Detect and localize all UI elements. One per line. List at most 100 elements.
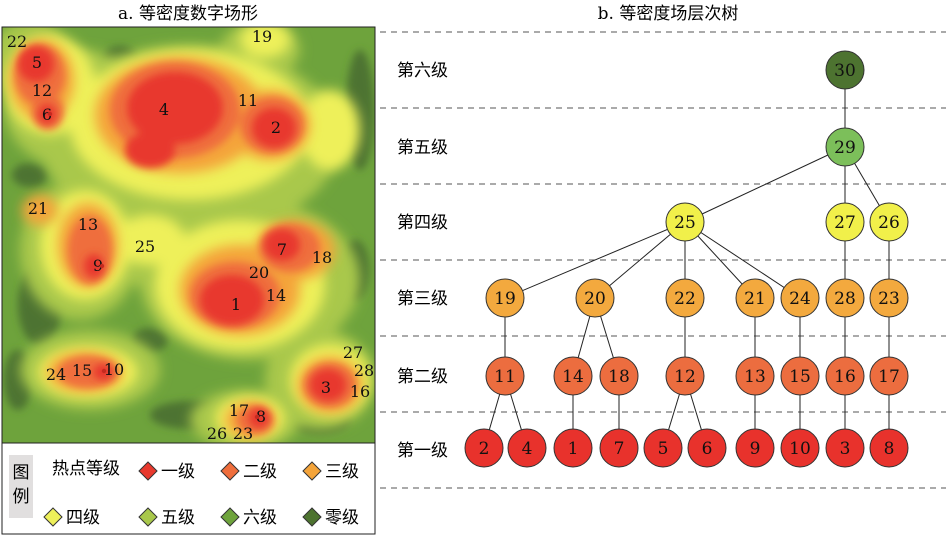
tree-node-label: 2: [479, 439, 490, 459]
tree-node-label: 28: [834, 289, 856, 309]
hotspot-label: 8: [256, 407, 266, 426]
legend-heading: 热点等级: [52, 459, 120, 479]
legend-swatch: [302, 461, 322, 481]
hotspot-label: 25: [135, 237, 155, 256]
tree-node: 30: [825, 50, 865, 90]
tree-node-label: 13: [744, 367, 766, 387]
level-separators: [380, 31, 946, 489]
tree-edge: [684, 221, 801, 299]
tree-node-circle: [485, 278, 525, 318]
tree-node-circle: [643, 428, 683, 468]
tree-node: 19: [485, 278, 525, 318]
hotspot-label: 17: [229, 401, 249, 420]
tree-node-circle: [464, 428, 504, 468]
tree-node: 3: [825, 428, 865, 468]
legend-label: 五级: [161, 508, 195, 528]
hotspot-label: 10: [104, 360, 124, 379]
level-label: 第六级: [397, 61, 448, 81]
legend-label: 一级: [161, 462, 195, 482]
tree-node-circle: [599, 428, 639, 468]
hotspot-label: 18: [312, 248, 332, 267]
tree-node-circle: [869, 428, 909, 468]
tree-edge: [504, 221, 686, 299]
tree-node: 8: [869, 428, 909, 468]
hotspot-marker: [101, 368, 107, 374]
tree-node-label: 10: [789, 439, 811, 459]
hotspot-label: 4: [159, 100, 169, 119]
legend-label: 六级: [243, 508, 277, 528]
tree-edge: [594, 221, 686, 299]
tree-node-circle: [665, 202, 705, 242]
level-label: 第五级: [397, 138, 448, 158]
tree-node-label: 3: [840, 439, 851, 459]
tree-node: 20: [575, 278, 615, 318]
tree-node: 22: [665, 278, 705, 318]
tree-node-label: 29: [834, 138, 856, 158]
legend-label: 三级: [325, 462, 359, 482]
hotspot-label: 24: [46, 365, 66, 384]
hotspot-label: 1: [231, 295, 241, 314]
hotspot-label: 21: [28, 199, 48, 218]
tree-node: 26: [869, 202, 909, 242]
tree-node-label: 25: [674, 213, 696, 233]
tree-node-label: 23: [878, 289, 900, 309]
tree-node: 7: [599, 428, 639, 468]
tree-node-label: 24: [789, 289, 811, 309]
tree-node-circle: [780, 278, 820, 318]
tree-node: 12: [665, 356, 705, 396]
tree-node-label: 20: [584, 289, 606, 309]
hotspot-label: 27: [343, 343, 363, 362]
tree-node-label: 9: [750, 439, 761, 459]
tree-node-circle: [553, 428, 593, 468]
tree-node-circle: [825, 127, 865, 167]
tree-node-circle: [507, 428, 547, 468]
legend-label: 二级: [243, 462, 277, 482]
legend-title-char: 图: [13, 463, 30, 483]
legend-label: 四级: [66, 508, 100, 528]
tree-node-circle: [485, 356, 525, 396]
hotspot-marker: [254, 414, 260, 420]
tree-node-circle: [735, 356, 775, 396]
hotspot-marker: [99, 263, 105, 269]
left-panel-title: a. 等密度数字场形: [118, 4, 258, 24]
tree-node: 11: [485, 356, 525, 396]
legend-swatch: [43, 507, 63, 527]
legend-title: 图例: [13, 463, 30, 507]
tree-node: 25: [665, 202, 705, 242]
tree-node: 17: [869, 356, 909, 396]
tree-node-label: 6: [702, 439, 713, 459]
tree-edge: [684, 146, 846, 223]
tree-node: 18: [599, 356, 639, 396]
tree-node-circle: [735, 278, 775, 318]
hotspot-label: 5: [32, 53, 42, 72]
tree-node-label: 15: [789, 367, 811, 387]
tree-node: 14: [553, 356, 593, 396]
tree-node-circle: [780, 356, 820, 396]
legend-label: 零级: [325, 508, 359, 528]
tree-node-label: 17: [878, 367, 900, 387]
hotspot-marker: [47, 111, 53, 117]
tree-node: 2: [464, 428, 504, 468]
tree-node-circle: [825, 50, 865, 90]
hotspot-label: 23: [233, 424, 253, 443]
hotspot-label: 22: [7, 32, 27, 51]
tree-node-circle: [869, 278, 909, 318]
tree-node-label: 4: [522, 439, 533, 459]
tree-node: 27: [825, 202, 865, 242]
tree-node-circle: [735, 428, 775, 468]
level-label: 第四级: [397, 213, 448, 233]
tree-node-label: 30: [834, 61, 856, 81]
tree-node-circle: [599, 356, 639, 396]
hotspot-label: 6: [42, 105, 52, 124]
tree-node-circle: [825, 356, 865, 396]
tree-node-label: 5: [658, 439, 669, 459]
tree-node: 15: [780, 356, 820, 396]
tree-node: 10: [780, 428, 820, 468]
tree-node: 4: [507, 428, 547, 468]
tree-node-circle: [825, 202, 865, 242]
tree-node-label: 16: [834, 367, 856, 387]
